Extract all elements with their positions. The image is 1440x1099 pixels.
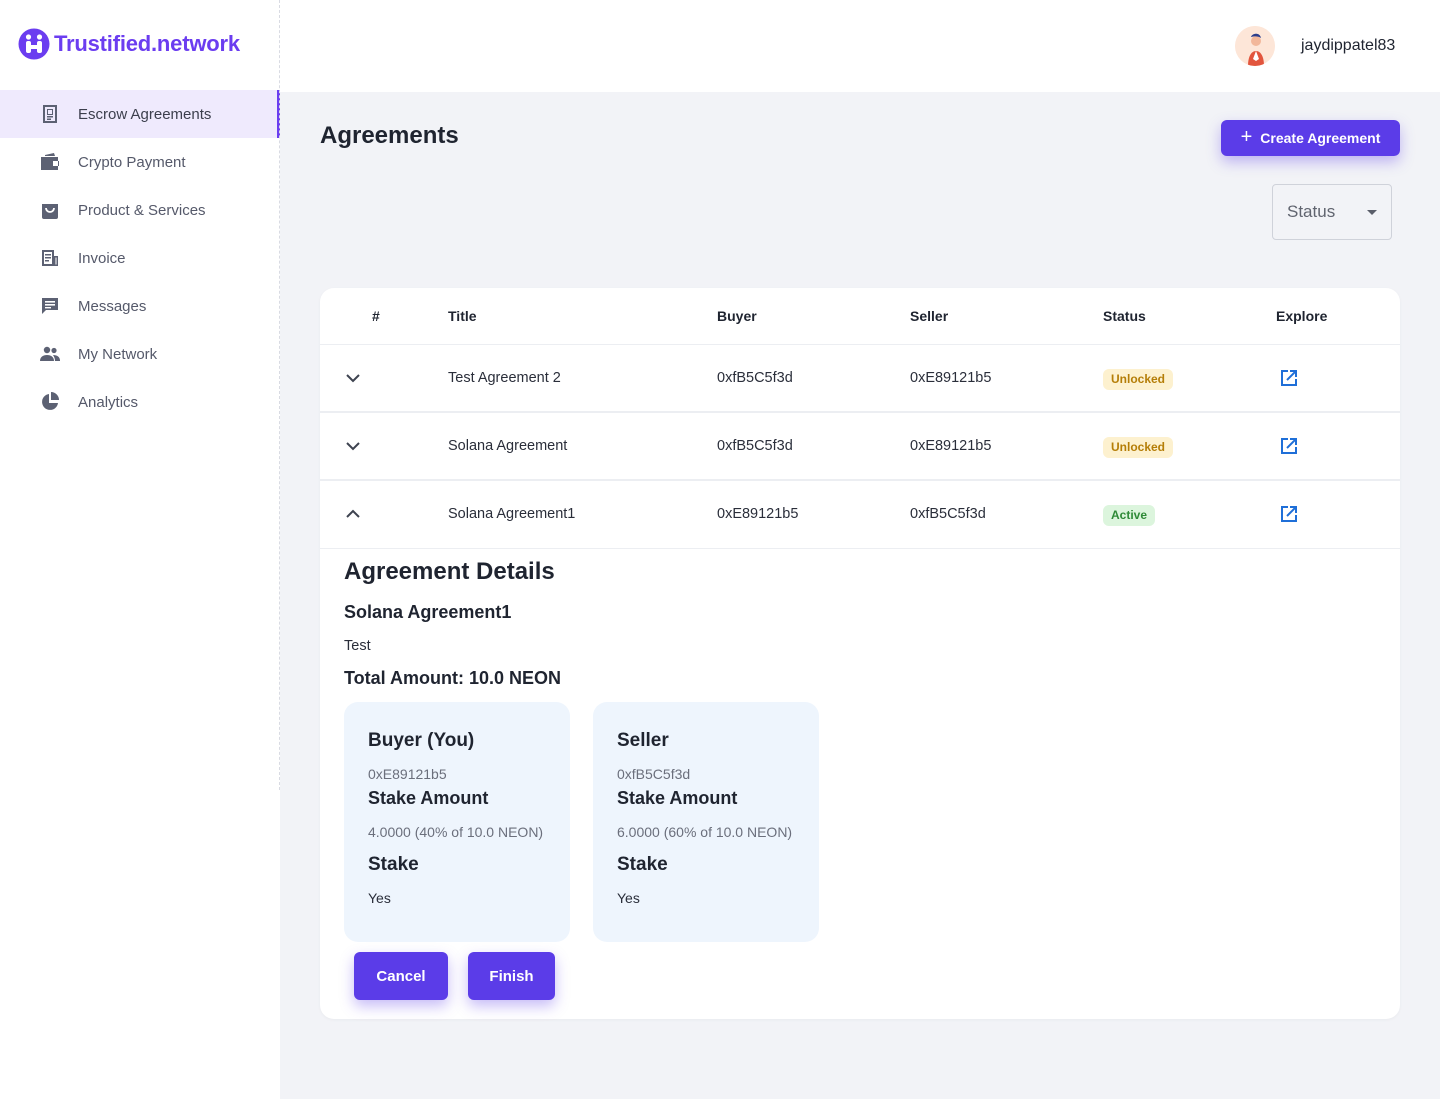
column-header-title: Title xyxy=(448,308,477,324)
seller-card: Seller 0xfB5C5f3d Stake Amount 6.0000 (6… xyxy=(593,702,819,942)
buyer-stake-amount: 4.0000 (40% of 10.0 NEON) xyxy=(368,824,544,840)
buyer-stake-value: Yes xyxy=(368,890,391,906)
buyer-role: Buyer (You) xyxy=(368,730,475,751)
plus-icon: + xyxy=(1240,126,1253,148)
sidebar: Trustified.network Escrow Agreements Cry… xyxy=(0,0,280,1099)
brand[interactable]: Trustified.network xyxy=(18,28,240,60)
table-header: # Title Buyer Seller Status Explore xyxy=(320,288,1400,345)
row-seller: 0xfB5C5f3d xyxy=(910,506,986,522)
details-agreement-name: Solana Agreement1 xyxy=(344,602,512,622)
column-header-explore: Explore xyxy=(1276,308,1328,324)
shopping-bag-icon xyxy=(40,200,60,220)
table-row[interactable]: Solana Agreement 0xfB5C5f3d 0xE89121b5 U… xyxy=(320,413,1400,481)
seller-stake-value: Yes xyxy=(617,890,640,906)
people-icon xyxy=(40,344,60,364)
username[interactable]: jaydippatel83 xyxy=(1301,37,1396,54)
sidebar-item-invoice[interactable]: Invoice xyxy=(0,234,280,282)
finish-button[interactable]: Finish xyxy=(468,952,555,1000)
chevron-up-icon[interactable] xyxy=(344,505,362,523)
chevron-down-icon[interactable] xyxy=(344,437,362,455)
user-avatar[interactable] xyxy=(1235,26,1275,66)
sidebar-item-crypto-payment[interactable]: Crypto Payment xyxy=(0,138,280,186)
row-buyer: 0xfB5C5f3d xyxy=(717,370,793,386)
row-seller: 0xE89121b5 xyxy=(910,438,992,454)
message-icon xyxy=(40,296,60,316)
create-agreement-label: Create Agreement xyxy=(1260,130,1381,146)
brand-logo-icon xyxy=(18,28,50,60)
create-agreement-button[interactable]: + Create Agreement xyxy=(1221,120,1400,156)
caret-down-icon xyxy=(1367,210,1377,215)
top-bar: jaydippatel83 xyxy=(280,0,1440,92)
sidebar-divider xyxy=(279,0,280,790)
open-in-new-icon[interactable] xyxy=(1278,503,1300,525)
column-header-number: # xyxy=(372,308,380,324)
row-title: Test Agreement 2 xyxy=(448,370,561,386)
column-header-status: Status xyxy=(1103,308,1146,324)
page-title: Agreements xyxy=(320,122,459,149)
row-buyer: 0xfB5C5f3d xyxy=(717,438,793,454)
sidebar-item-analytics[interactable]: Analytics xyxy=(0,378,280,426)
seller-stake-amount-label: Stake Amount xyxy=(617,788,738,808)
buyer-stake-label: Stake xyxy=(368,854,419,875)
sidebar-item-my-network[interactable]: My Network xyxy=(0,330,280,378)
details-total-amount: Total Amount: 10.0 NEON xyxy=(344,668,562,688)
invoice-icon xyxy=(40,248,60,268)
sidebar-nav: Escrow Agreements Crypto Payment Product… xyxy=(0,90,280,426)
buyer-address: 0xE89121b5 xyxy=(368,766,447,782)
column-header-buyer: Buyer xyxy=(717,308,757,324)
seller-address: 0xfB5C5f3d xyxy=(617,766,691,782)
sidebar-item-label: Invoice xyxy=(78,249,126,267)
chevron-down-icon[interactable] xyxy=(344,369,362,387)
escrow-document-icon xyxy=(40,104,60,124)
buyer-stake-amount-label: Stake Amount xyxy=(368,788,489,808)
cancel-button[interactable]: Cancel xyxy=(354,952,448,1000)
status-filter-label: Status xyxy=(1287,202,1336,221)
open-in-new-icon[interactable] xyxy=(1278,435,1300,457)
sidebar-item-escrow-agreements[interactable]: Escrow Agreements xyxy=(0,90,280,138)
brand-name: Trustified.network xyxy=(54,31,240,56)
wallet-icon xyxy=(40,152,60,172)
status-badge: Unlocked xyxy=(1103,369,1174,390)
column-header-seller: Seller xyxy=(910,308,949,324)
status-badge: Active xyxy=(1103,505,1156,526)
agreements-table-card: # Title Buyer Seller Status Explore Test… xyxy=(320,288,1400,1019)
sidebar-item-label: Crypto Payment xyxy=(78,153,186,171)
open-in-new-icon[interactable] xyxy=(1278,367,1300,389)
table-row[interactable]: Test Agreement 2 0xfB5C5f3d 0xE89121b5 U… xyxy=(320,345,1400,413)
details-description: Test xyxy=(344,638,371,654)
sidebar-item-product-services[interactable]: Product & Services xyxy=(0,186,280,234)
pie-chart-icon xyxy=(40,392,60,412)
table-row-expanded[interactable]: Solana Agreement1 0xE89121b5 0xfB5C5f3d … xyxy=(320,481,1400,549)
details-heading: Agreement Details xyxy=(344,558,555,585)
row-seller: 0xE89121b5 xyxy=(910,370,992,386)
row-buyer: 0xE89121b5 xyxy=(717,506,799,522)
sidebar-item-label: Product & Services xyxy=(78,201,206,219)
seller-stake-label: Stake xyxy=(617,854,668,875)
sidebar-item-label: Messages xyxy=(78,297,147,315)
seller-stake-amount: 6.0000 (60% of 10.0 NEON) xyxy=(617,824,793,840)
row-title: Solana Agreement1 xyxy=(448,506,576,522)
avatar-illustration-icon xyxy=(1235,26,1275,66)
status-filter-select[interactable]: Status xyxy=(1272,184,1392,240)
sidebar-item-messages[interactable]: Messages xyxy=(0,282,280,330)
sidebar-item-label: Escrow Agreements xyxy=(78,105,212,123)
sidebar-item-label: My Network xyxy=(78,345,158,363)
sidebar-item-label: Analytics xyxy=(78,393,139,411)
row-title: Solana Agreement xyxy=(448,438,568,454)
seller-role: Seller xyxy=(617,730,669,751)
status-badge: Unlocked xyxy=(1103,437,1174,458)
buyer-card: Buyer (You) 0xE89121b5 Stake Amount 4.00… xyxy=(344,702,570,942)
